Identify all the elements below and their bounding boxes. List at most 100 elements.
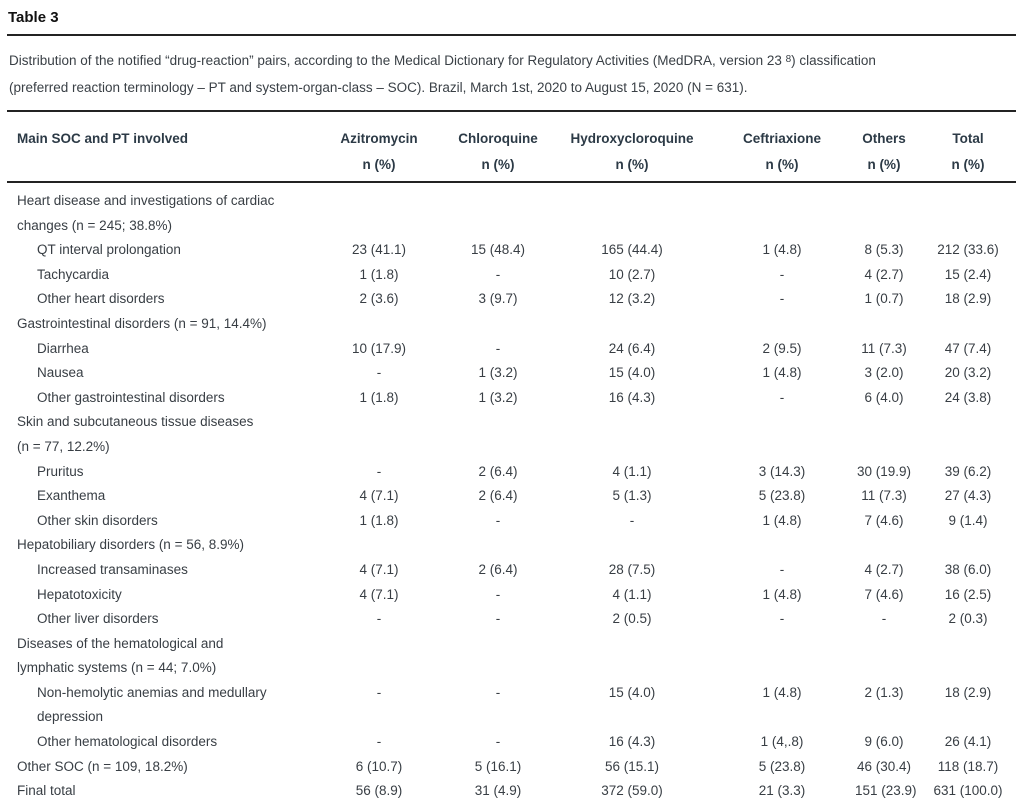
table-cell: 631 (100.0) (933, 783, 1003, 799)
caption-text-1: Distribution of the notified “drug-react… (9, 53, 786, 68)
table-cell: 16 (4.3) (608, 389, 656, 405)
column-header: Azitromycin n (%) (317, 126, 441, 178)
table-cell: 26 (4.1) (944, 734, 992, 750)
table-cell: 12 (3.2) (608, 291, 656, 307)
column-header: Ceftriaxione n (%) (709, 126, 855, 178)
table-cell: - (495, 611, 501, 627)
title-rule (7, 34, 1016, 36)
column-header-sub: n (%) (481, 157, 515, 172)
table-cell: 2 (6.4) (478, 488, 518, 504)
table-cell: 4 (2.7) (864, 561, 904, 577)
table-cell: 56 (15.1) (604, 758, 660, 774)
table-cell: 23 (41.1) (351, 242, 407, 258)
table-cell: 6 (4.0) (864, 389, 904, 405)
table-cell: 38 (6.0) (944, 561, 992, 577)
table-cell: 4 (2.7) (864, 266, 904, 282)
row-label-line: lymphatic systems (n = 44; 7.0%) (17, 660, 217, 676)
column-header-label: Ceftriaxione (742, 131, 822, 146)
table-cell: 7 (4.6) (864, 512, 904, 528)
table-cell: 5 (1.3) (612, 488, 652, 504)
table-cell: - (376, 684, 382, 700)
column-header: Others n (%) (855, 126, 913, 178)
data-table: Main SOC and PT involved Azitromycin n (%)… (7, 110, 1016, 809)
row-label-line: Gastrointestinal disorders (n = 91, 14.4… (17, 315, 267, 331)
table-cell: 3 (2.0) (864, 365, 904, 381)
column-header-sub: n (%) (867, 157, 901, 172)
table-cell: 372 (59.0) (601, 783, 663, 799)
row-label: Hepatobiliary disorders (n = 56, 8.9%) (17, 533, 317, 558)
row-label: Tachycardia (17, 263, 317, 288)
column-header-label: Azitromycin (340, 131, 418, 146)
row-label: Increased transaminases (17, 558, 317, 583)
column-header-label: Hydroxycloroquine (570, 131, 694, 146)
table-cell: 46 (30.4) (856, 758, 912, 774)
row-label-line: Nausea (37, 365, 84, 381)
table-cell: 165 (44.4) (601, 242, 663, 258)
column-header: Main SOC and PT involved (17, 126, 317, 152)
table-cell: 4 (7.1) (359, 586, 399, 602)
table-cell: 56 (8.9) (355, 783, 403, 799)
row-label: Heart disease and investigations of card… (17, 189, 317, 238)
table-cell: 1 (4.8) (762, 586, 802, 602)
column-header-sub: n (%) (951, 157, 985, 172)
table-row: Other hematological disorders - - 16 (4.3) 1… (17, 730, 1009, 755)
table-row: Hepatobiliary disorders (n = 56, 8.9%) (17, 533, 1009, 558)
table-cell: 9 (1.4) (948, 512, 988, 528)
table-row: Other SOC (n = 109, 18.2%) 6 (10.7) 5 (16.… (17, 755, 1009, 780)
row-label: QT interval prolongation (17, 238, 317, 263)
table-cell: 20 (3.2) (944, 365, 992, 381)
table-cell: - (376, 463, 382, 479)
table-cell: - (376, 734, 382, 750)
table-cell: - (779, 266, 785, 282)
caption-text-2: ) classification (791, 53, 876, 68)
table-row: Increased transaminases 4 (7.1) 2 (6.4) 28 … (17, 558, 1009, 583)
table-cell: 10 (17.9) (351, 340, 407, 356)
table-cell: 18 (2.9) (944, 684, 992, 700)
table-cell: - (495, 684, 501, 700)
table-cell: - (629, 512, 635, 528)
row-label-line: QT interval prolongation (37, 242, 181, 258)
table-cell: 30 (19.9) (856, 463, 912, 479)
table-cell: 118 (18.7) (937, 758, 999, 774)
row-label-line: Pruritus (37, 463, 84, 479)
row-label-line: depression (37, 709, 104, 725)
column-header-label: Main SOC and PT involved (17, 131, 189, 146)
table-cell: 11 (7.3) (861, 340, 907, 356)
row-label-line: Hepatobiliary disorders (n = 56, 8.9%) (17, 537, 244, 553)
row-label-line: Other heart disorders (37, 291, 165, 307)
table-cell: 1 (4.8) (762, 365, 802, 381)
row-label-line: Heart disease and investigations of card… (17, 193, 275, 208)
table-cell: - (779, 291, 785, 307)
table-cell: - (779, 389, 785, 405)
table-cell: - (495, 340, 501, 356)
table-cell: 1 (1.8) (359, 389, 399, 405)
table-row: Other heart disorders 2 (3.6) 3 (9.7) 12 (3… (17, 287, 1009, 312)
table-cell: 212 (33.6) (937, 242, 999, 258)
table-row: Diseases of the hematological and lymphat… (17, 632, 1009, 681)
table-row: QT interval prolongation 23 (41.1) 15 (48.… (17, 238, 1009, 263)
table-cell: 15 (4.0) (608, 365, 656, 381)
table-row: Tachycardia 1 (1.8) - 10 (2.7) - 4 (2.7) 15 (2… (17, 263, 1009, 288)
row-label: Other gastrointestinal disorders (17, 386, 317, 411)
row-label: Diseases of the hematological and lymphat… (17, 632, 317, 681)
column-header-sub: n (%) (765, 157, 799, 172)
table-cell: 27 (4.3) (944, 488, 992, 504)
table-cell: 24 (3.8) (944, 389, 992, 405)
table-cell: - (495, 266, 501, 282)
row-label: Gastrointestinal disorders (n = 91, 14.4… (17, 312, 317, 337)
row-label-line: Non-hemolytic anemias and medullary (37, 684, 267, 700)
table-cell: 2 (0.3) (948, 611, 988, 627)
row-label-line: Other hematological disorders (37, 734, 218, 750)
column-header-label: Chloroquine (458, 131, 538, 146)
table-row: Skin and subcutaneous tissue diseases (n … (17, 410, 1009, 459)
row-label-line: Tachycardia (37, 266, 110, 282)
row-label-line: Final total (17, 783, 76, 799)
table-cell: 1 (1.8) (359, 266, 399, 282)
table-cell: 1 (4,.8) (760, 734, 804, 750)
column-header: Hydroxycloroquine n (%) (555, 126, 709, 178)
table-cell: 21 (3.3) (758, 783, 806, 799)
table-cell: 1 (3.2) (478, 365, 518, 381)
row-label-line: Skin and subcutaneous tissue diseases (17, 414, 254, 430)
column-header-sub: n (%) (362, 157, 396, 172)
table-row: Exanthema 4 (7.1) 2 (6.4) 5 (1.3) 5 (23.8) 11… (17, 484, 1009, 509)
